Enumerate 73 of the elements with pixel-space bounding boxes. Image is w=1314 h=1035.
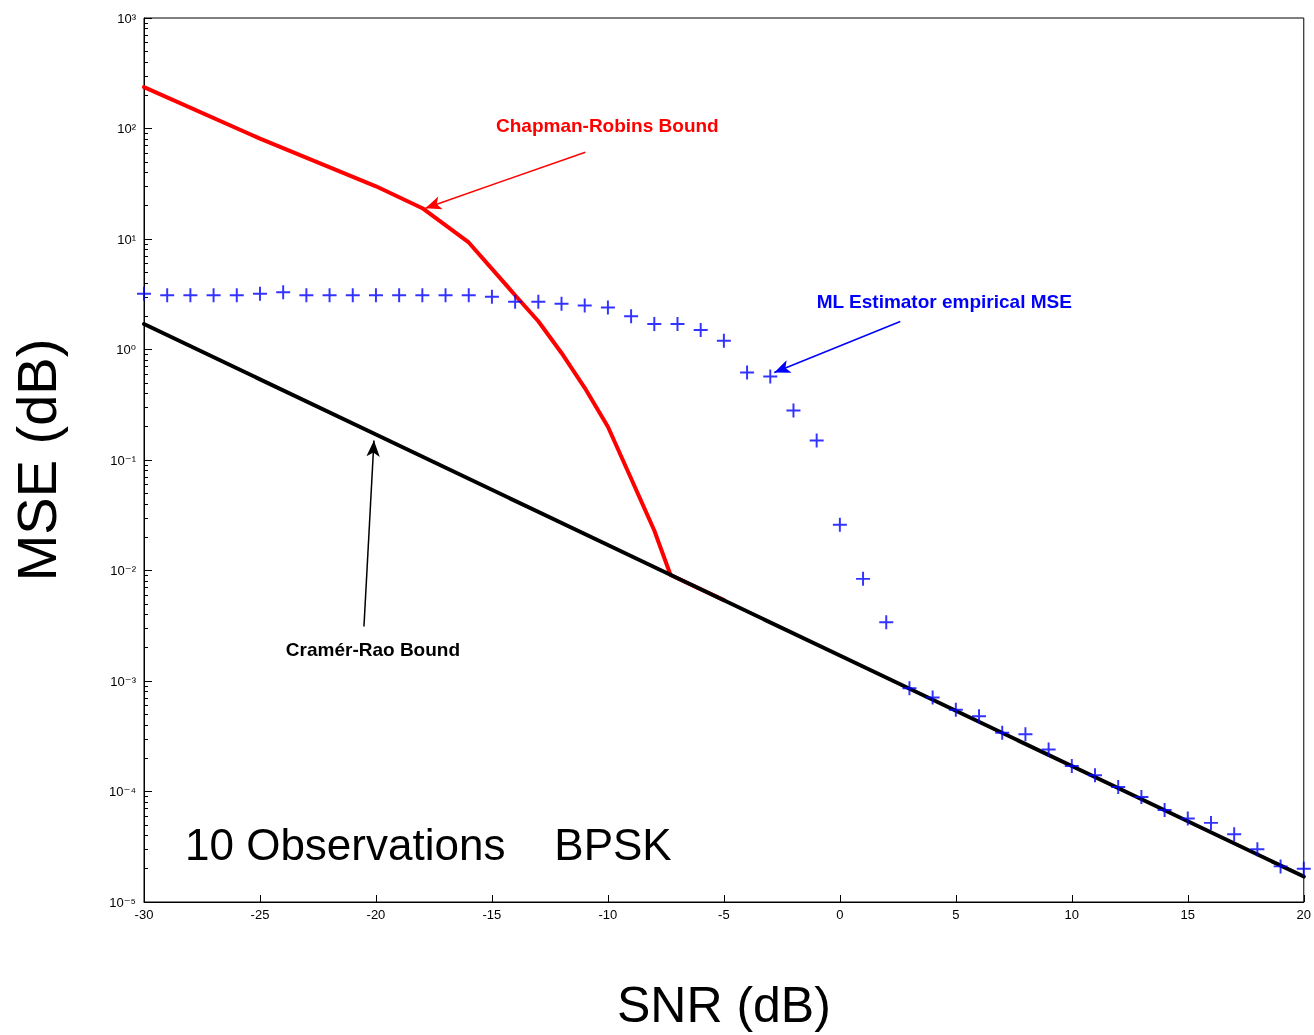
point [1296, 861, 1311, 876]
point [856, 571, 871, 586]
point [1157, 803, 1172, 818]
point [299, 288, 314, 303]
x-tick-label: -10 [598, 907, 618, 922]
point [1250, 842, 1265, 857]
point [1018, 727, 1033, 742]
y-axis-title: MSE (dB) [4, 338, 68, 582]
point [647, 317, 662, 332]
y-tick-label: 10⁻⁴ [109, 784, 136, 799]
point [879, 615, 894, 630]
x-tick-label: 15 [1180, 907, 1196, 922]
point [786, 403, 801, 418]
annotation: Chapman-Robins Bound [495, 114, 719, 136]
point [276, 285, 291, 300]
y-tick-label: 10² [117, 121, 137, 136]
point [322, 288, 337, 303]
point [716, 333, 731, 348]
point [577, 298, 592, 313]
point [392, 288, 407, 303]
point [972, 709, 987, 724]
x-tick-label: -30 [134, 907, 154, 922]
y-tick-label: 10¹ [117, 231, 137, 247]
point [624, 309, 639, 324]
x-tick-label: 20 [1296, 907, 1311, 922]
y-tick-label: 10⁻³ [110, 673, 137, 689]
annotation: 10 Observations BPSK [185, 819, 672, 869]
point [902, 681, 917, 696]
x-tick-label: -25 [250, 907, 270, 922]
point [740, 365, 755, 380]
point [415, 288, 430, 303]
point [484, 289, 499, 304]
y-tick-label: 10³ [117, 10, 137, 26]
point [1134, 790, 1149, 805]
point [160, 288, 175, 303]
x-tick-label: -15 [482, 907, 502, 922]
point [995, 725, 1010, 740]
annotation: ML Estimator empirical MSE [816, 290, 1072, 312]
x-tick-label: -20 [366, 907, 386, 922]
x-tick-label: 10 [1064, 907, 1080, 922]
point [925, 690, 940, 705]
point [809, 433, 824, 448]
point [252, 286, 267, 301]
point [345, 288, 360, 303]
y-tick-label: 10⁻¹ [110, 452, 137, 468]
point [508, 294, 523, 309]
x-tick-label: -5 [718, 907, 730, 922]
x-tick-label: 0 [836, 907, 844, 922]
point [693, 323, 708, 338]
x-tick-label: 5 [952, 907, 960, 922]
point [438, 288, 453, 303]
point [1227, 827, 1242, 842]
point [832, 517, 847, 532]
point [948, 702, 963, 717]
x-axis-title: SNR (dB) [616, 977, 831, 1033]
point [368, 288, 383, 303]
point [1088, 768, 1103, 783]
y-tick-label: 10⁻⁵ [109, 894, 136, 910]
y-tick-label: 10⁰ [116, 342, 136, 357]
point [1180, 811, 1195, 826]
point [1203, 815, 1218, 830]
point [531, 294, 546, 309]
point [137, 286, 151, 301]
point [1111, 779, 1126, 794]
point [206, 288, 221, 303]
point [183, 288, 198, 303]
point [1064, 759, 1079, 774]
annotation: Cramér-Rao Bound [285, 639, 461, 661]
point [229, 288, 244, 303]
point [1273, 859, 1288, 874]
y-tick-label: 10⁻² [110, 563, 137, 578]
point [461, 288, 476, 303]
point [763, 369, 778, 384]
